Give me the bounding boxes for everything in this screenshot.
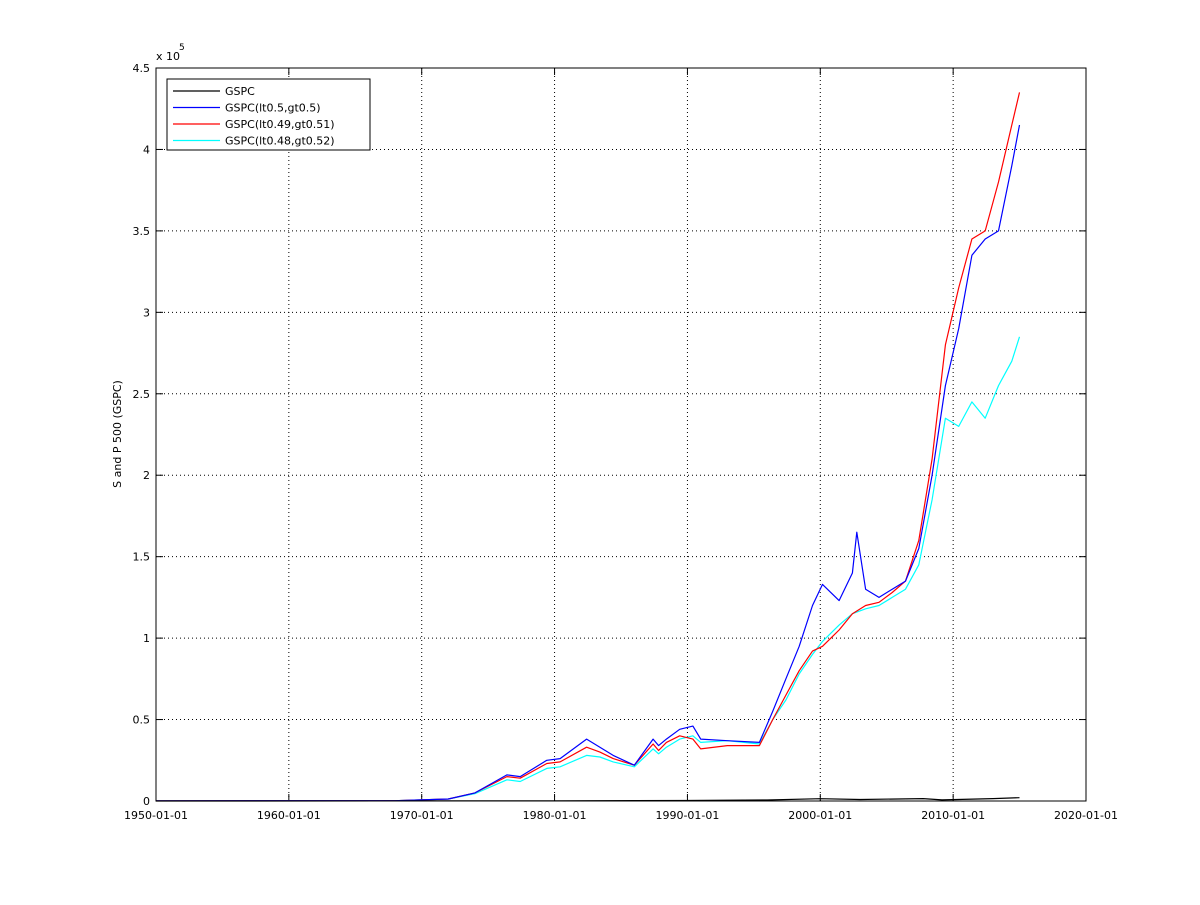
x-tick-label: 2020-01-01 [1054, 809, 1118, 822]
y-tick-label: 2.5 [133, 388, 151, 401]
series-line-gspc-lt0-48-gt0-52 [155, 336, 1021, 802]
x-tick-label: 2010-01-01 [921, 809, 985, 822]
y-tick-label: 1 [143, 632, 150, 645]
y-tick-label: 2 [143, 469, 150, 482]
legend-label: GSPC(lt0.48,gt0.52) [225, 135, 335, 148]
y-tick-label: 4.5 [133, 62, 151, 75]
x-tick-label: 1970-01-01 [390, 809, 454, 822]
legend-label: GSPC(lt0.49,gt0.51) [225, 118, 335, 131]
legend-label: GSPC(lt0.5,gt0.5) [225, 102, 321, 115]
y-exponent-power: 5 [179, 43, 185, 53]
y-tick-label: 3 [143, 306, 150, 319]
y-tick-label: 0.5 [133, 714, 151, 727]
legend: GSPC GSPC(lt0.5,gt0.5) GSPC(lt0.49,gt0.51)… [166, 78, 371, 151]
tick-layer: 1950-01-01 1960-01-01 1970-01-01 1980-01-01… [124, 62, 1118, 822]
x-tick-label: 1950-01-01 [124, 809, 188, 822]
series-line-gspc-lt0-5-gt0-5 [155, 124, 1021, 802]
series-line-gspc-lt0-49-gt0-51 [155, 92, 1021, 802]
x-tick-label: 1990-01-01 [655, 809, 719, 822]
x-tick-label: 1980-01-01 [523, 809, 587, 822]
y-tick-label: 3.5 [133, 225, 151, 238]
y-tick-label: 4 [143, 143, 150, 156]
x-tick-label: 1960-01-01 [257, 809, 321, 822]
y-tick-label: 0 [143, 795, 150, 808]
legend-label: GSPC [225, 85, 255, 98]
plot-area [156, 68, 1086, 801]
axes-frame [155, 67, 1087, 802]
y-tick-label: 1.5 [133, 551, 151, 564]
grid-layer [156, 68, 1086, 801]
legend-box [166, 78, 371, 151]
y-exponent-label: x 10 [156, 50, 180, 63]
y-axis-label: S and P 500 (GSPC) [111, 380, 124, 488]
x-tick-label: 2000-01-01 [788, 809, 852, 822]
